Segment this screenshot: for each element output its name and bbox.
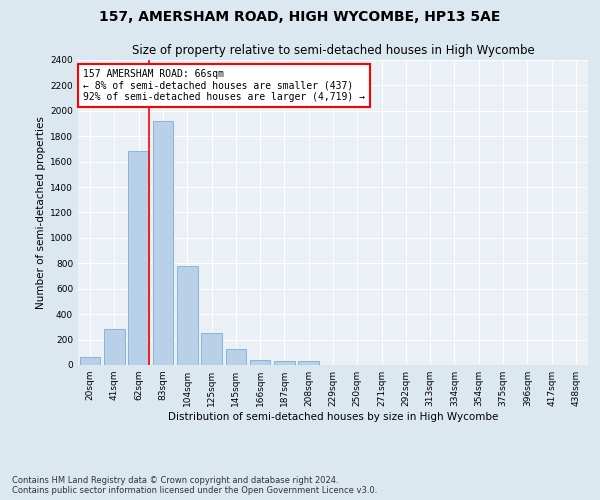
Y-axis label: Number of semi-detached properties: Number of semi-detached properties [36,116,46,309]
Text: 157, AMERSHAM ROAD, HIGH WYCOMBE, HP13 5AE: 157, AMERSHAM ROAD, HIGH WYCOMBE, HP13 5… [100,10,500,24]
X-axis label: Distribution of semi-detached houses by size in High Wycombe: Distribution of semi-detached houses by … [168,412,498,422]
Bar [274,361,295,365]
Text: 157 AMERSHAM ROAD: 66sqm
← 8% of semi-detached houses are smaller (437)
92% of s: 157 AMERSHAM ROAD: 66sqm ← 8% of semi-de… [83,69,365,102]
Title: Size of property relative to semi-detached houses in High Wycombe: Size of property relative to semi-detach… [131,44,535,58]
Bar [177,266,197,365]
Bar [250,360,271,365]
Bar [201,332,222,365]
Bar [298,361,319,365]
Bar [128,152,149,365]
Bar [226,349,246,365]
Bar [104,329,125,365]
Text: Contains HM Land Registry data © Crown copyright and database right 2024.
Contai: Contains HM Land Registry data © Crown c… [12,476,377,495]
Bar [80,358,100,365]
Bar [152,121,173,365]
